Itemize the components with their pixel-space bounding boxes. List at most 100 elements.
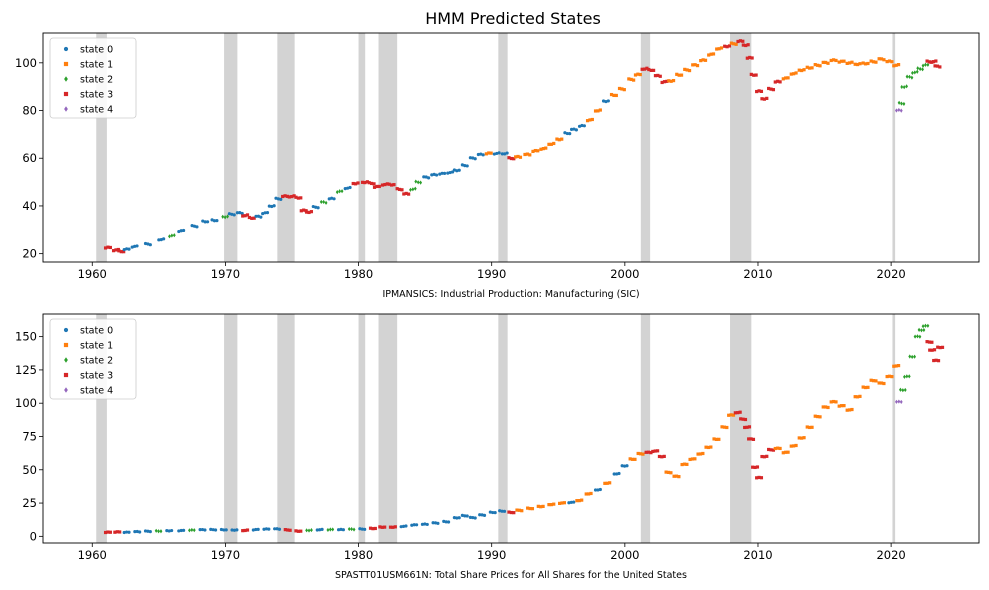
- data-point: [547, 503, 551, 507]
- data-point: [741, 43, 745, 47]
- data-point: [259, 215, 263, 219]
- data-point: [177, 529, 181, 533]
- data-point: [296, 196, 300, 200]
- data-point: [693, 457, 697, 461]
- data-point: [146, 242, 150, 246]
- data-point: [254, 214, 258, 218]
- data-point: [741, 39, 745, 43]
- data-point: [701, 451, 705, 456]
- data-point: [582, 124, 586, 128]
- data-point: [489, 151, 493, 155]
- data-point: [245, 213, 250, 217]
- data-point: [172, 233, 176, 238]
- data-point: [181, 228, 186, 233]
- data-point: [892, 364, 896, 368]
- data-point: [776, 446, 780, 450]
- data-point: [723, 44, 727, 48]
- data-point: [910, 354, 914, 360]
- data-point: [612, 93, 616, 98]
- data-point: [792, 72, 796, 76]
- data-point: [899, 387, 902, 392]
- data-point: [335, 190, 339, 195]
- data-point: [283, 528, 287, 532]
- data-point: [847, 408, 852, 412]
- data-point: [332, 197, 336, 201]
- data-point: [585, 119, 590, 123]
- data-point: [392, 183, 396, 187]
- data-point: [410, 523, 414, 527]
- data-point: [744, 43, 748, 48]
- data-point: [938, 65, 942, 69]
- data-point: [834, 58, 838, 63]
- data-point: [190, 224, 194, 228]
- recession-band: [498, 33, 508, 262]
- data-point: [902, 101, 906, 107]
- data-point: [855, 62, 860, 67]
- data-point: [653, 74, 658, 78]
- data-point: [395, 187, 399, 191]
- legend-marker: [64, 106, 68, 112]
- data-point: [927, 340, 932, 344]
- data-point: [933, 64, 937, 68]
- data-point: [106, 245, 110, 249]
- data-point: [103, 530, 108, 535]
- data-point: [620, 87, 624, 91]
- recession-band: [358, 33, 366, 262]
- data-point: [658, 74, 662, 78]
- data-point: [687, 68, 692, 73]
- data-point: [263, 211, 267, 215]
- data-point: [739, 417, 743, 421]
- data-point: [925, 59, 929, 63]
- data-point: [794, 443, 798, 448]
- data-point: [117, 249, 121, 253]
- data-point: [448, 170, 452, 175]
- data-point: [360, 180, 365, 184]
- data-point: [741, 417, 745, 421]
- legend-marker: [63, 342, 69, 348]
- data-point: [250, 216, 254, 220]
- data-point: [587, 492, 591, 496]
- data-point: [767, 447, 771, 452]
- data-point: [747, 437, 751, 441]
- data-point: [243, 214, 247, 218]
- data-point: [209, 527, 213, 531]
- recession-band: [640, 33, 651, 262]
- legend: state 0 state 1 state 2 state 3 state 4: [49, 318, 137, 400]
- data-point: [776, 79, 780, 83]
- data-point: [528, 153, 532, 157]
- data-point: [200, 527, 205, 532]
- data-point: [478, 513, 482, 517]
- data-point: [784, 450, 788, 454]
- data-point: [871, 379, 876, 383]
- data-point: [816, 63, 820, 67]
- data-point: [609, 92, 614, 97]
- data-point: [402, 192, 406, 196]
- data-point: [433, 521, 438, 525]
- data-point: [318, 528, 322, 532]
- data-point: [749, 72, 753, 76]
- data-point: [518, 155, 523, 159]
- data-point: [265, 211, 270, 215]
- data-point: [751, 465, 755, 469]
- data-point: [653, 449, 657, 453]
- data-point: [411, 187, 415, 192]
- data-point: [493, 511, 497, 515]
- data-point: [262, 527, 266, 531]
- data-point: [773, 446, 777, 451]
- recession-band: [96, 33, 107, 262]
- data-point: [913, 70, 917, 75]
- data-point: [669, 79, 673, 83]
- legend: state 0 state 1 state 2 state 3 state 4: [49, 37, 137, 119]
- data-point: [703, 58, 708, 62]
- data-point: [512, 157, 516, 161]
- data-point: [598, 108, 602, 112]
- data-point: [709, 445, 713, 449]
- data-point: [593, 488, 598, 492]
- x-tick-label: 2000: [610, 548, 639, 562]
- data-point: [549, 503, 553, 507]
- data-point: [505, 151, 509, 155]
- data-point: [885, 374, 889, 379]
- data-point: [319, 199, 323, 205]
- data-point: [717, 437, 721, 441]
- data-point: [157, 238, 161, 242]
